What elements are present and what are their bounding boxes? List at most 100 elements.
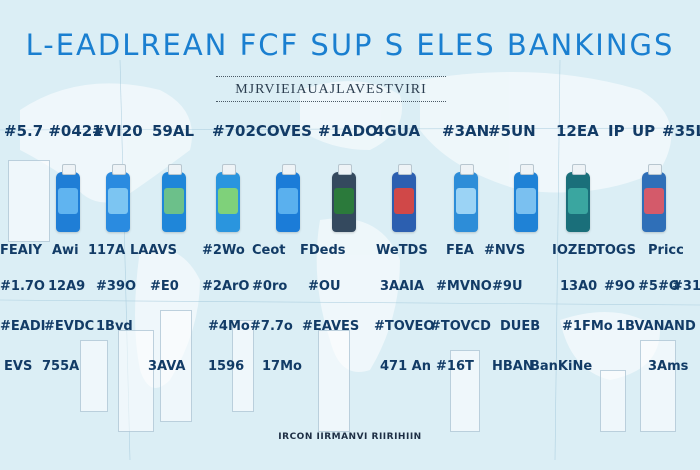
row-cell: HBAN xyxy=(492,359,534,374)
price-row: #5.7 #0421 #VI20 59AL #702COVES #1ADO 4G… xyxy=(0,118,700,144)
product-bottle xyxy=(162,164,186,232)
row-cell: TOGS xyxy=(596,243,636,258)
row-cell: FDeds xyxy=(300,243,346,258)
page-subtitle: MJRVIEIAUAJLAVESTVIRI xyxy=(216,76,446,102)
product-bottle xyxy=(276,164,300,232)
continent-australia xyxy=(560,312,660,380)
row-cell: #EAVES xyxy=(302,319,360,334)
row-cell: 755A xyxy=(42,359,80,374)
row-cell: 4GUA xyxy=(374,122,421,140)
continent-europe xyxy=(300,81,402,150)
row-cell: Pricc xyxy=(648,243,684,258)
row-cell: 12A9 xyxy=(48,279,86,294)
glass-shard xyxy=(640,340,676,432)
row-cell: #39O xyxy=(96,279,137,294)
glass-shard xyxy=(318,330,350,432)
row-cell: #VI20 xyxy=(92,122,143,140)
row-cell: EVS xyxy=(4,359,33,374)
row-cell: #4Mo xyxy=(208,319,250,334)
row-cell: #EADI xyxy=(0,319,46,334)
row-cell: #16T xyxy=(436,359,474,374)
product-bottle xyxy=(106,164,130,232)
bottle-cap xyxy=(572,164,586,175)
row-cell: #TOVCD xyxy=(430,319,491,334)
bottle-cap xyxy=(112,164,126,175)
row-cell: BanKiNe xyxy=(530,359,593,374)
product-bottle xyxy=(216,164,240,232)
size-row: #1.7O 12A9 #39O #E0 #2ArO #0ro #OU 3AAIA… xyxy=(0,274,700,300)
row-cell: #5.7 #0421 xyxy=(4,122,103,140)
row-cell: #0ro xyxy=(252,279,288,294)
product-bottle xyxy=(392,164,416,232)
row-cell: 1596 xyxy=(208,359,245,374)
bottle-cap xyxy=(62,164,76,175)
footer-caption: IRCON IIRMANVI RIIRIHIIN xyxy=(278,432,422,442)
product-bottle xyxy=(514,164,538,232)
row-cell: 59AL xyxy=(152,122,195,140)
row-cell: #9U xyxy=(492,279,523,294)
row-cell: #3AN xyxy=(442,122,490,140)
row-cell: 17Mo xyxy=(262,359,302,374)
row-cell: 3AVA xyxy=(148,359,186,374)
glass-shard xyxy=(450,350,480,432)
page-title: L-EADLREAN FCF SUP S ELES BANKINGS xyxy=(25,28,675,62)
bottle-cap xyxy=(648,164,662,175)
row-cell: #1ADO xyxy=(318,122,378,140)
bottle-cap xyxy=(282,164,296,175)
row-cell: #OU xyxy=(308,279,341,294)
row-cell: #702COVES xyxy=(212,122,312,140)
bottle-label xyxy=(58,188,78,214)
row-cell: #2ArO xyxy=(202,279,250,294)
row-cell: 3AAIA xyxy=(380,279,425,294)
bottle-cap xyxy=(168,164,182,175)
row-cell: #2Wo xyxy=(202,243,245,258)
bottle-cap xyxy=(460,164,474,175)
bottle-cap xyxy=(520,164,534,175)
total-row: EVS 755A 3AVA 1596 17Mo 471 An #16T HBAN… xyxy=(0,354,700,380)
row-cell: IP xyxy=(608,122,625,140)
bottle-label xyxy=(394,188,414,214)
product-bottle xyxy=(454,164,478,232)
row-cell: #35L xyxy=(662,122,700,140)
row-cell: #1.7O xyxy=(0,279,45,294)
product-bottle xyxy=(642,164,666,232)
bottle-label xyxy=(644,188,664,214)
row-cell: 3Ams xyxy=(648,359,689,374)
bottle-cap xyxy=(222,164,236,175)
row-cell: FEAIY xyxy=(0,243,43,258)
continent-asia xyxy=(420,72,672,193)
bottle-label xyxy=(278,188,298,214)
bottle-label xyxy=(568,188,588,214)
row-cell: WeTDS xyxy=(376,243,428,258)
glass-shard xyxy=(118,330,154,432)
bottle-label xyxy=(164,188,184,214)
row-cell: #MVNO xyxy=(436,279,492,294)
product-bottle xyxy=(566,164,590,232)
bottle-cap xyxy=(338,164,352,175)
row-cell: #E0 xyxy=(150,279,179,294)
product-bottle xyxy=(56,164,80,232)
row-cell: #TOVEO xyxy=(374,319,435,334)
bottle-label xyxy=(218,188,238,214)
glass-shard xyxy=(600,370,626,432)
row-cell: #5#O xyxy=(638,279,680,294)
bottle-label xyxy=(334,188,354,214)
row-cell: 13A0 xyxy=(560,279,598,294)
row-cell: 1Bvd xyxy=(96,319,133,334)
row-cell: Ceot xyxy=(252,243,286,258)
row-cell: 471 An xyxy=(380,359,431,374)
row-cell: #NVS xyxy=(484,243,526,258)
row-cell: UP xyxy=(632,122,656,140)
product-shelf xyxy=(0,158,700,238)
row-cell: #9O xyxy=(604,279,635,294)
row-cell: #1FMo xyxy=(562,319,613,334)
row-cell: AND xyxy=(664,319,696,334)
row-cell: #EVDC xyxy=(44,319,95,334)
row-cell: 117A xyxy=(88,243,126,258)
row-cell: 12EA xyxy=(556,122,599,140)
glass-shard xyxy=(80,340,108,412)
row-cell: #7.7o xyxy=(250,319,293,334)
glass-shard xyxy=(8,160,50,242)
glass-shard xyxy=(232,320,254,412)
product-bottle xyxy=(332,164,356,232)
